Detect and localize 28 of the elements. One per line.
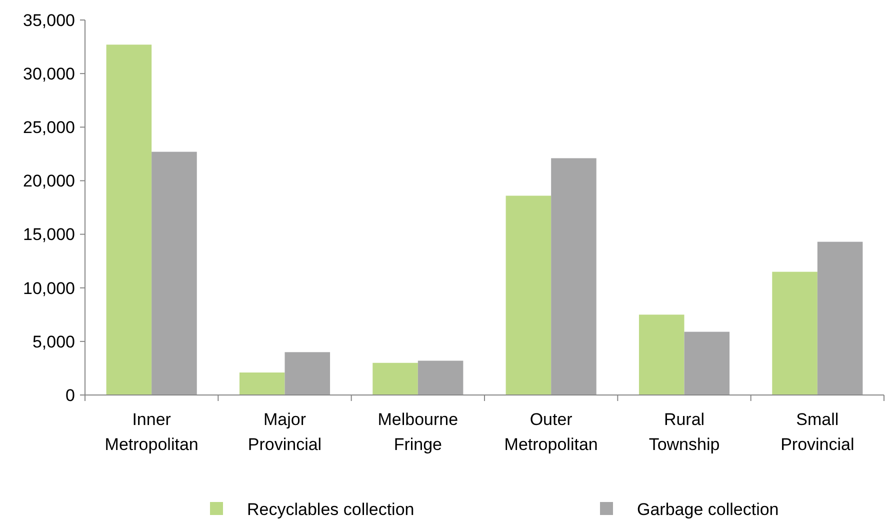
y-tick-label: 15,000	[23, 225, 75, 244]
bar	[372, 362, 418, 395]
bar	[152, 152, 197, 395]
x-tick-label: Rural Township	[648, 410, 720, 454]
y-tick-label: 35,000	[23, 10, 75, 30]
bar	[418, 360, 464, 395]
x-tick-label: Melbourne Fringe	[378, 410, 458, 454]
bar	[817, 242, 863, 395]
bar	[284, 352, 330, 395]
bar	[106, 44, 152, 395]
x-tick-label: Small Provincial	[780, 410, 854, 454]
bar	[506, 196, 552, 395]
y-tick-label: 5,000	[32, 332, 75, 352]
bar	[551, 158, 596, 395]
legend-label: Garbage collection	[637, 500, 779, 519]
bar	[638, 314, 684, 395]
bar	[772, 272, 818, 395]
bar	[684, 332, 730, 395]
y-tick-label: 30,000	[23, 64, 75, 84]
y-tick-label: 0	[66, 386, 75, 405]
legend-label: Recyclables collection	[247, 500, 414, 519]
bar	[239, 372, 285, 395]
x-tick-label: Outer Metropolitan	[504, 410, 598, 454]
x-tick-label: Major Provincial	[248, 410, 322, 454]
y-tick-label: 25,000	[23, 118, 75, 138]
x-tick-label: Inner Metropolitan	[104, 410, 198, 454]
y-tick-label: 10,000	[23, 278, 75, 298]
y-tick-label: 20,000	[23, 172, 75, 191]
